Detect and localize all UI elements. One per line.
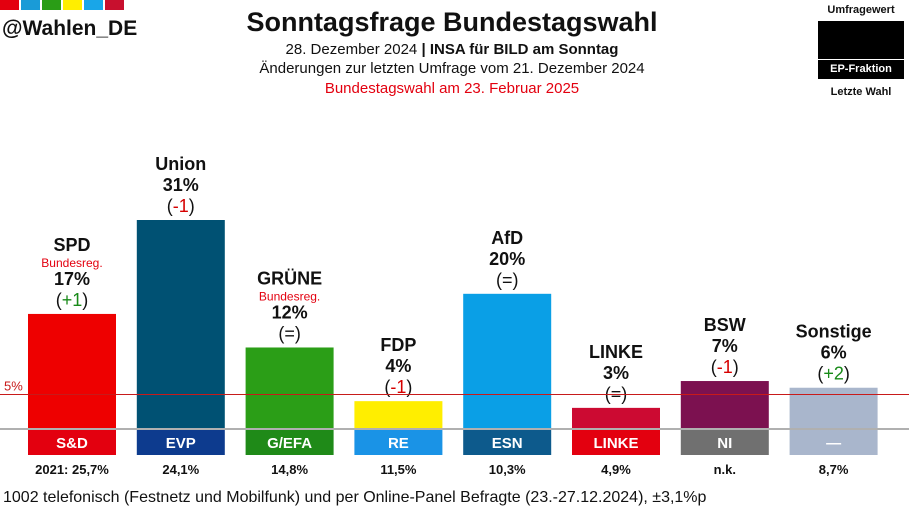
change-label-bsw: (-1): [711, 357, 739, 377]
ep-group-label-linke: LINKE: [594, 435, 639, 452]
subtitle-separator: |: [421, 41, 426, 58]
value-label-union: 31%: [163, 175, 199, 195]
legend-last-election-label: Letzte Wahl: [830, 86, 892, 98]
value-label-spd: 17%: [54, 269, 90, 289]
ep-group-label-sonstige: —: [826, 435, 841, 452]
ep-group-box-sonstige: [789, 430, 878, 455]
pollster: INSA für BILD am Sonntag: [429, 41, 619, 58]
legend-ep-group-label: EP-Fraktion: [818, 59, 904, 79]
bar-sonstige: [789, 387, 878, 428]
bar-afd: [463, 293, 552, 428]
ep-group-box-bsw: [680, 430, 769, 455]
ep-group-box-fdp: [354, 430, 443, 455]
change-label-afd: (=): [496, 270, 519, 290]
brand-color-6: [105, 0, 124, 10]
value-label-grne: 12%: [272, 302, 308, 322]
ep-group-label-spd: S&D: [56, 435, 88, 452]
threshold-label: 5%: [4, 378, 23, 393]
bar-fdp: [354, 401, 443, 428]
brand-color-strip: [0, 0, 124, 10]
brand-color-5: [84, 0, 103, 10]
bar-bsw: [680, 381, 769, 428]
bar-grne: [245, 347, 334, 428]
legend-poll-value-label: Umfragewert: [827, 4, 895, 16]
note-label-spd: Bundesreg.: [41, 256, 102, 270]
last-election-spd: 2021: 25,7%: [35, 462, 109, 477]
party-name-grne: GRÜNE: [257, 268, 322, 288]
value-label-bsw: 7%: [712, 336, 738, 356]
value-label-afd: 20%: [489, 249, 525, 269]
change-label-fdp: (-1): [384, 377, 412, 397]
ep-group-label-afd: ESN: [492, 435, 523, 452]
party-name-spd: SPD: [53, 235, 90, 255]
election-note: Bundestagswahl am 23. Februar 2025: [324, 80, 580, 97]
change-label-union: (-1): [167, 196, 195, 216]
change-label-grne: (=): [278, 323, 301, 343]
subtitle-date-pollster: 28. Dezember 2024 | INSA für BILD am Son…: [150, 40, 754, 59]
baseline-band: [0, 428, 909, 430]
bar-linke: [572, 407, 660, 428]
last-election-fdp: 11,5%: [380, 462, 417, 477]
party-name-linke: LINKE: [589, 342, 643, 362]
legend: Umfragewert EP-Fraktion Letzte Wahl: [817, 3, 905, 99]
ep-group-label-grne: G/EFA: [267, 435, 312, 452]
change-label-sonstige: (+2): [817, 364, 850, 384]
brand-color-3: [42, 0, 61, 10]
changes-note: Änderungen zur letzten Umfrage vom 21. D…: [259, 60, 645, 77]
ep-group-box-spd: [28, 430, 116, 455]
brand-color-4: [63, 0, 82, 10]
bar-spd: [28, 313, 116, 428]
ep-group-label-bsw: NI: [717, 435, 732, 452]
party-name-afd: AfD: [491, 228, 523, 248]
methodology-footer: 1002 telefonisch (Festnetz und Mobilfunk…: [3, 489, 707, 506]
value-label-sonstige: 6%: [821, 343, 847, 363]
brand-color-2: [21, 0, 40, 10]
bar-union: [136, 220, 225, 428]
last-election-bsw: n.k.: [714, 462, 736, 477]
brand-color-1: [0, 0, 19, 10]
party-name-union: Union: [155, 154, 206, 174]
change-label-spd: (+1): [56, 290, 89, 310]
last-election-sonstige: 8,7%: [819, 462, 849, 477]
ep-group-label-fdp: RE: [388, 435, 409, 452]
last-election-grne: 14,8%: [271, 462, 308, 477]
ep-group-box-linke: [572, 430, 660, 455]
ep-group-box-union: [136, 430, 225, 455]
chart-title: Sonntagsfrage Bundestagswahl: [246, 7, 658, 37]
party-name-sonstige: Sonstige: [796, 322, 872, 342]
party-name-fdp: FDP: [380, 335, 416, 355]
ep-group-box-grne: [245, 430, 334, 455]
value-label-fdp: 4%: [385, 356, 411, 376]
value-label-linke: 3%: [603, 363, 629, 383]
header: Sonntagsfrage Bundestagswahl 28. Dezembe…: [150, 6, 754, 99]
ep-group-box-afd: [463, 430, 552, 455]
party-name-bsw: BSW: [704, 315, 746, 335]
last-election-linke: 4,9%: [601, 462, 631, 477]
ep-group-label-union: EVP: [166, 435, 196, 452]
account-handle: @Wahlen_DE: [2, 17, 138, 40]
legend-poll-value-swatch: [818, 21, 904, 59]
poll-date: 28. Dezember 2024: [285, 41, 418, 58]
last-election-afd: 10,3%: [489, 462, 526, 477]
note-label-grne: Bundesreg.: [259, 289, 320, 303]
last-election-union: 24,1%: [162, 462, 199, 477]
change-label-linke: (=): [605, 384, 628, 404]
